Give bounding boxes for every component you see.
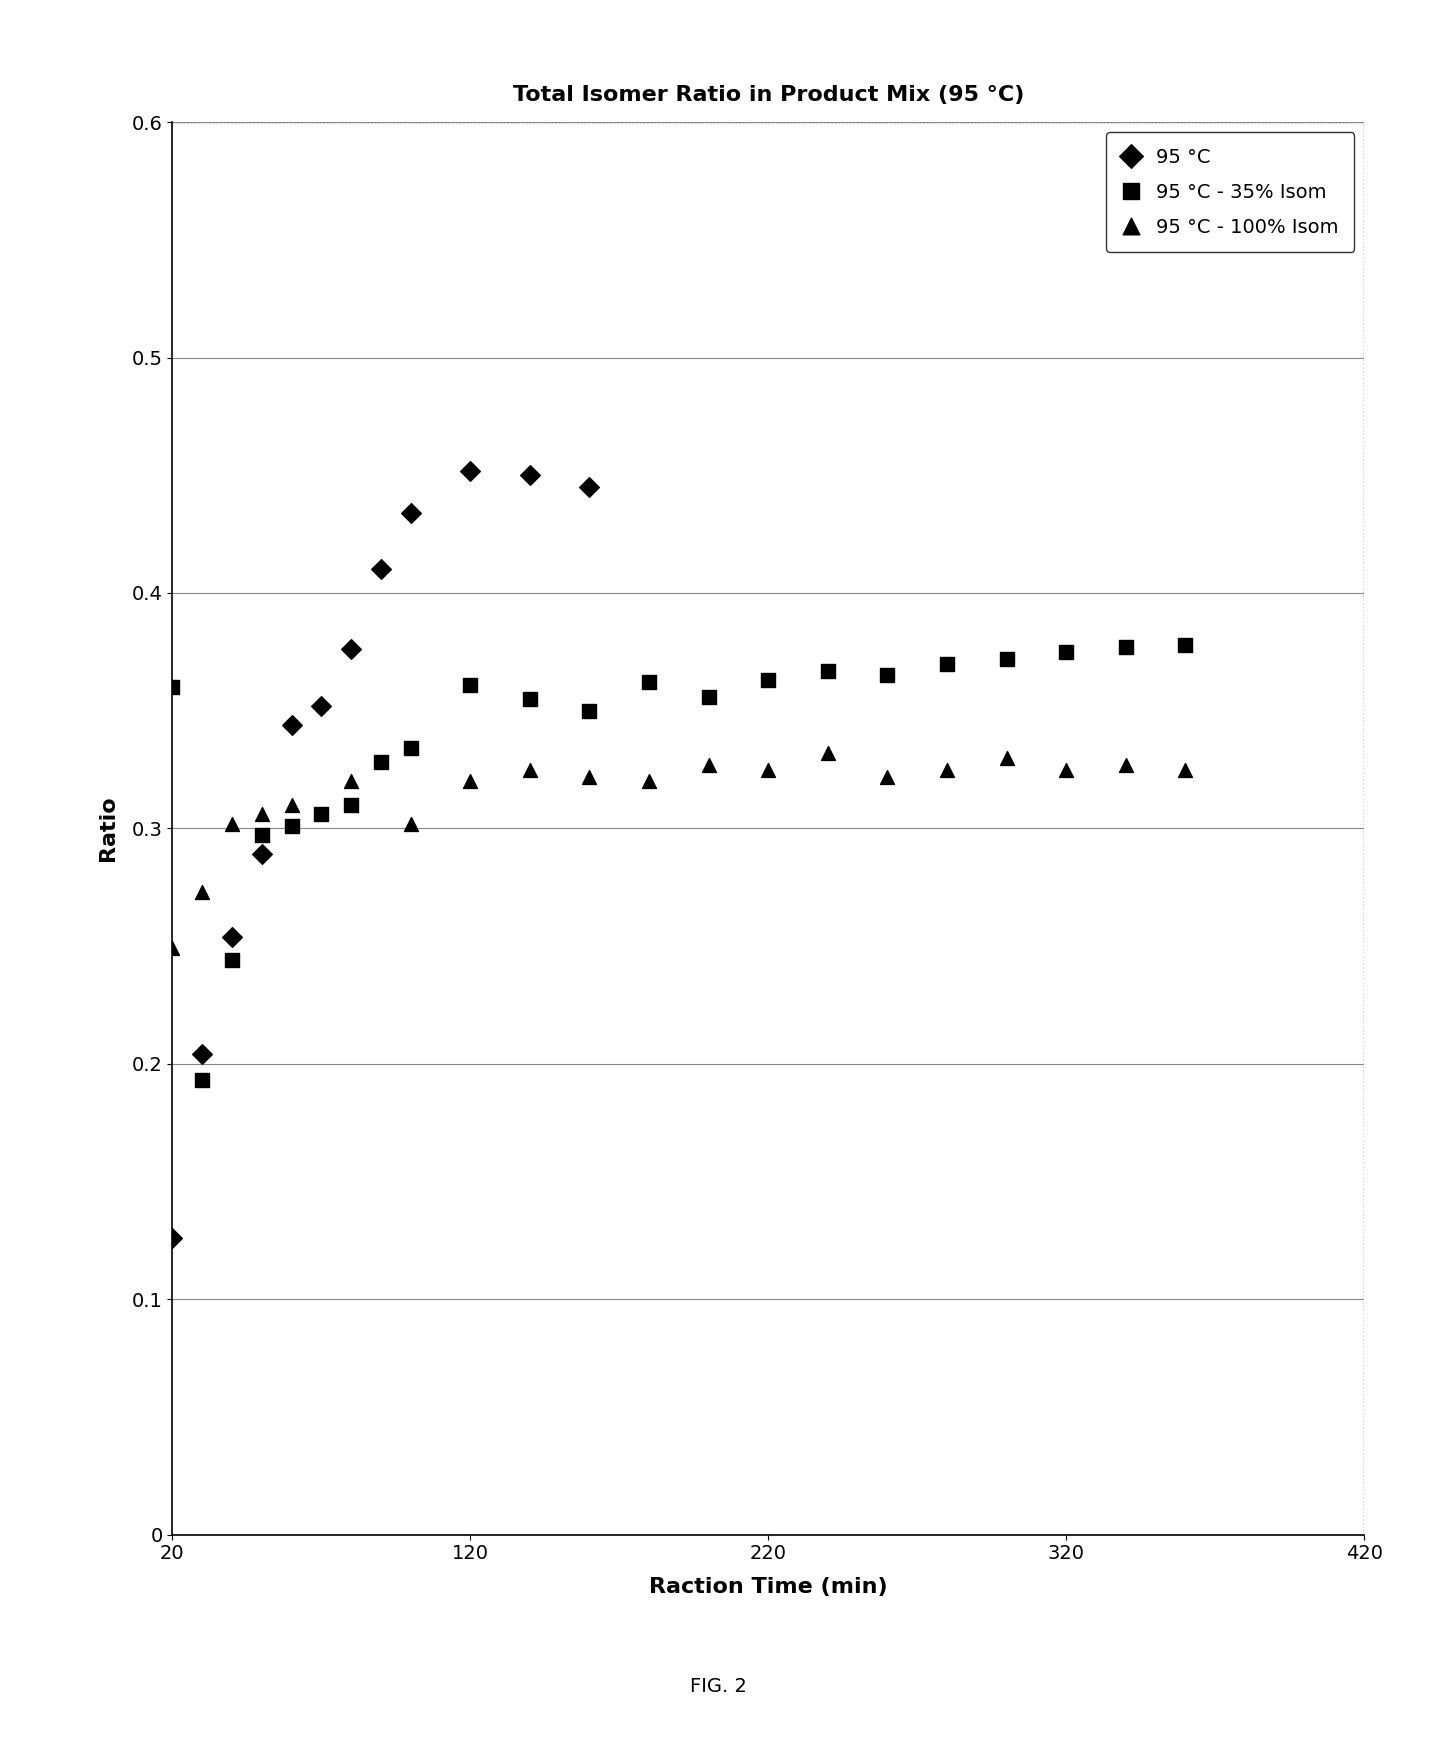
95 °C - 100% Isom [995, 743, 1018, 771]
95 °C - 100% Isom [638, 767, 661, 795]
95 °C - 35% Isom [221, 947, 244, 975]
95 °C - 35% Isom [698, 682, 721, 710]
95 °C - 100% Isom [1114, 752, 1137, 780]
Text: FIG. 2: FIG. 2 [689, 1676, 747, 1695]
95 °C [221, 923, 244, 950]
95 °C - 35% Isom [310, 800, 333, 828]
95 °C [310, 692, 333, 720]
Legend: 95 °C, 95 °C - 35% Isom, 95 °C - 100% Isom: 95 °C, 95 °C - 35% Isom, 95 °C - 100% Is… [1106, 133, 1354, 253]
95 °C [399, 499, 422, 527]
95 °C - 100% Isom [340, 767, 362, 795]
95 °C - 100% Isom [816, 739, 839, 767]
95 °C - 35% Isom [1054, 638, 1077, 666]
95 °C [340, 635, 362, 663]
95 °C - 35% Isom [816, 657, 839, 685]
95 °C - 100% Isom [460, 767, 482, 795]
95 °C - 35% Isom [757, 666, 780, 694]
95 °C [460, 457, 482, 485]
95 °C - 35% Isom [280, 813, 303, 841]
95 °C - 100% Isom [399, 809, 422, 837]
95 °C [577, 473, 602, 501]
95 °C - 35% Isom [369, 748, 392, 776]
95 °C - 100% Isom [577, 762, 602, 790]
95 °C - 100% Isom [936, 755, 959, 783]
95 °C - 35% Isom [518, 685, 541, 713]
95 °C - 35% Isom [577, 696, 602, 726]
95 °C - 35% Isom [936, 651, 959, 678]
95 °C - 35% Isom [638, 668, 661, 696]
Title: Total Isomer Ratio in Product Mix (95 °C): Total Isomer Ratio in Product Mix (95 °C… [513, 85, 1024, 105]
95 °C [161, 1224, 184, 1252]
95 °C - 35% Isom [1173, 631, 1196, 659]
95 °C - 100% Isom [221, 809, 244, 837]
95 °C [518, 460, 541, 488]
95 °C - 35% Isom [250, 821, 273, 849]
95 °C - 100% Isom [698, 752, 721, 780]
95 °C [369, 555, 392, 582]
95 °C - 35% Isom [340, 790, 362, 818]
95 °C - 35% Isom [161, 673, 184, 701]
95 °C - 100% Isom [191, 877, 214, 905]
95 °C - 100% Isom [250, 800, 273, 828]
95 °C - 100% Isom [757, 755, 780, 783]
X-axis label: Raction Time (min): Raction Time (min) [649, 1577, 887, 1598]
95 °C - 100% Isom [1173, 755, 1196, 783]
95 °C - 35% Isom [995, 645, 1018, 673]
95 °C - 100% Isom [1054, 755, 1077, 783]
95 °C [191, 1041, 214, 1069]
Y-axis label: Ratio: Ratio [98, 795, 118, 862]
95 °C - 35% Isom [399, 734, 422, 762]
95 °C - 100% Isom [518, 755, 541, 783]
95 °C - 35% Isom [460, 671, 482, 699]
95 °C - 35% Isom [876, 661, 899, 689]
95 °C - 35% Isom [1114, 633, 1137, 661]
95 °C - 100% Isom [876, 762, 899, 790]
95 °C [250, 841, 273, 869]
95 °C - 100% Isom [280, 790, 303, 818]
95 °C - 100% Isom [161, 935, 184, 963]
95 °C - 35% Isom [191, 1066, 214, 1093]
95 °C [280, 712, 303, 739]
